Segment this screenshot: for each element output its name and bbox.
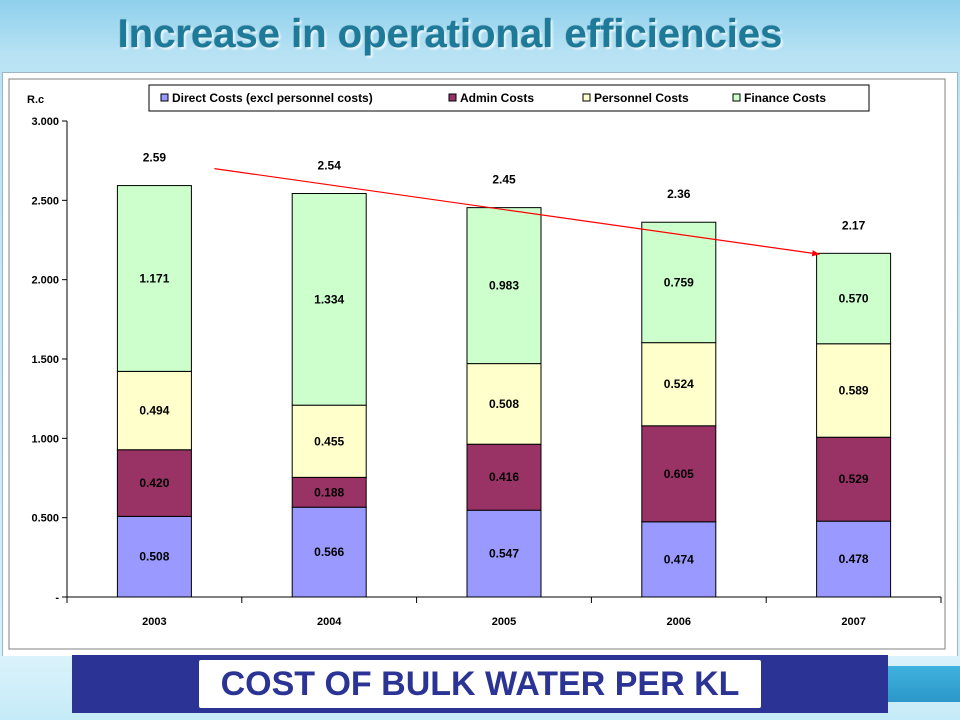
legend-entry-label: Finance Costs <box>744 91 826 105</box>
y-axis-label: R.c <box>27 94 44 106</box>
bar-segment <box>816 252 892 345</box>
bar-value-label: 0.420 <box>139 476 169 490</box>
trend-arrow-head <box>811 250 820 257</box>
bar-value-label: 0.529 <box>839 472 869 486</box>
bar-segment <box>641 221 717 344</box>
footer-banner: COST OF BULK WATER PER KL <box>72 655 888 713</box>
bar-value-label: 0.455 <box>314 434 344 448</box>
chart-frame: R.c - 0.500 1.000 1.500 2.000 2.500 3.000 0.508 0… <box>2 72 958 658</box>
bar-segment <box>466 509 542 598</box>
bar-segment <box>291 193 367 406</box>
x-tick-label: 2005 <box>492 616 516 628</box>
bar-value-label: 0.566 <box>314 545 344 559</box>
bar-total-label: 2.45 <box>492 173 516 187</box>
bar-value-label: 0.508 <box>139 550 169 564</box>
chart-border <box>8 78 946 650</box>
bar-segment <box>116 185 192 372</box>
y-tick-label: 0.500 <box>31 513 59 525</box>
bar-segment <box>816 436 892 522</box>
bar-segment <box>466 443 542 511</box>
bar-value-label: 0.188 <box>314 485 344 499</box>
bar-segment <box>466 363 542 445</box>
y-tick-label: 3.000 <box>31 116 59 128</box>
bar-total-label: 2.36 <box>667 187 691 201</box>
bar-segment <box>466 207 542 365</box>
x-tick-label: 2004 <box>317 616 342 628</box>
bar-value-label: 0.570 <box>839 292 869 306</box>
x-tick-label: 2006 <box>667 616 691 628</box>
y-tick-label: - <box>55 592 59 604</box>
bar-total-label: 2.54 <box>318 159 342 173</box>
bar-value-label: 0.983 <box>489 279 519 293</box>
stacked-bar-chart: R.c - 0.500 1.000 1.500 2.000 2.500 3.000 0.508 0… <box>8 78 946 650</box>
legend-swatch <box>582 93 591 102</box>
y-tick-label: 2.000 <box>31 275 59 287</box>
x-tick-label: 2003 <box>142 616 166 628</box>
legend-entry-label: Admin Costs <box>460 91 534 105</box>
y-tick-label: 2.500 <box>31 195 59 207</box>
bar-segment <box>641 342 717 427</box>
bar-value-label: 1.334 <box>314 292 344 306</box>
legend-entry-label: Direct Costs (excl personnel costs) <box>172 91 373 105</box>
bar-segment <box>291 506 367 598</box>
bar-total-label: 2.59 <box>143 151 167 165</box>
legend-swatch <box>160 93 169 102</box>
bar-value-label: 0.478 <box>839 552 869 566</box>
bar-value-label: 1.171 <box>139 271 169 285</box>
bar-value-label: 0.494 <box>139 404 169 418</box>
bar-segment <box>816 520 892 598</box>
y-tick-label: 1.500 <box>31 354 59 366</box>
legend-entry-label: Personnel Costs <box>594 91 689 105</box>
bar-segment <box>291 476 367 508</box>
bar-value-label: 0.589 <box>839 383 869 397</box>
legend-box <box>148 84 870 112</box>
legend-swatch <box>732 93 741 102</box>
bar-value-label: 0.547 <box>489 547 519 561</box>
bar-value-label: 0.524 <box>664 377 694 391</box>
footer-banner-text: COST OF BULK WATER PER KL <box>198 660 762 708</box>
bar-value-label: 0.759 <box>664 275 694 289</box>
x-tick-label: 2007 <box>841 616 865 628</box>
bar-total-label: 2.17 <box>842 218 866 232</box>
y-tick-label: 1.000 <box>31 433 59 445</box>
bar-segment <box>641 425 717 523</box>
bar-value-label: 0.474 <box>664 552 694 566</box>
bar-segment <box>641 521 717 598</box>
bar-value-label: 0.605 <box>664 467 694 481</box>
footer-accent <box>886 666 960 702</box>
legend-swatch <box>448 93 457 102</box>
bar-segment <box>291 404 367 478</box>
slide-title: Increase in operational efficiencies <box>117 12 783 56</box>
trend-arrow-line <box>214 168 820 255</box>
bar-value-label: 0.416 <box>489 470 519 484</box>
bar-value-label: 0.508 <box>489 397 519 411</box>
bar-segment <box>816 343 892 438</box>
